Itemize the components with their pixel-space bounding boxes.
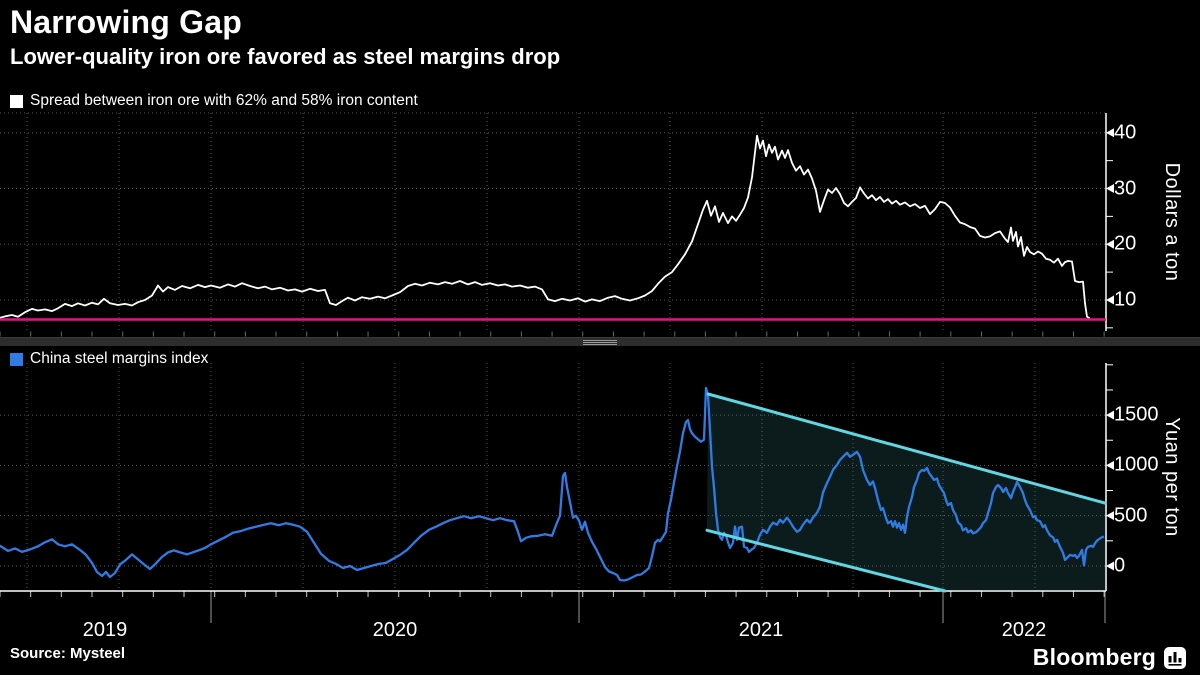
source-note: Source: Mysteel [10,645,126,662]
margins-legend-swatch [10,352,23,366]
page-subtitle: Lower-quality iron ore favored as steel … [10,44,561,69]
year-label: 2021 [738,619,784,641]
page-title: Narrowing Gap [10,4,242,40]
year-label: 2019 [82,619,128,641]
y-tick-label: 1500 [1114,403,1159,426]
y-tick-label: 1000 [1114,453,1159,476]
y-tick-label: 40 [1114,121,1137,144]
y-tick-label: 20 [1114,232,1137,255]
year-label: 2020 [372,619,418,641]
y-axis-title-top: Dollars a ton [1161,162,1183,282]
bloomberg-chart-icon [1164,646,1186,669]
bloomberg-logo: Bloomberg [1033,644,1186,671]
y-tick-label: 30 [1114,177,1137,199]
bloomberg-wordmark: Bloomberg [1032,644,1156,670]
panel-divider [0,337,1200,346]
y-axis-title-bottom: Yuan per ton [1161,417,1183,537]
y-tick-label: 10 [1114,288,1137,311]
year-label: 2022 [1001,619,1047,641]
legend-margins: China steel margins index [10,350,208,368]
margins-legend-label: China steel margins index [30,350,209,367]
legend-spread: Spread between iron ore with 62% and 58%… [10,92,418,110]
y-tick-label: 0 [1114,554,1126,577]
spread-legend-label: Spread between iron ore with 62% and 58%… [30,92,418,109]
spread-legend-swatch [10,94,23,108]
y-tick-label: 500 [1114,504,1148,527]
panel-resize-handle[interactable] [583,339,617,345]
